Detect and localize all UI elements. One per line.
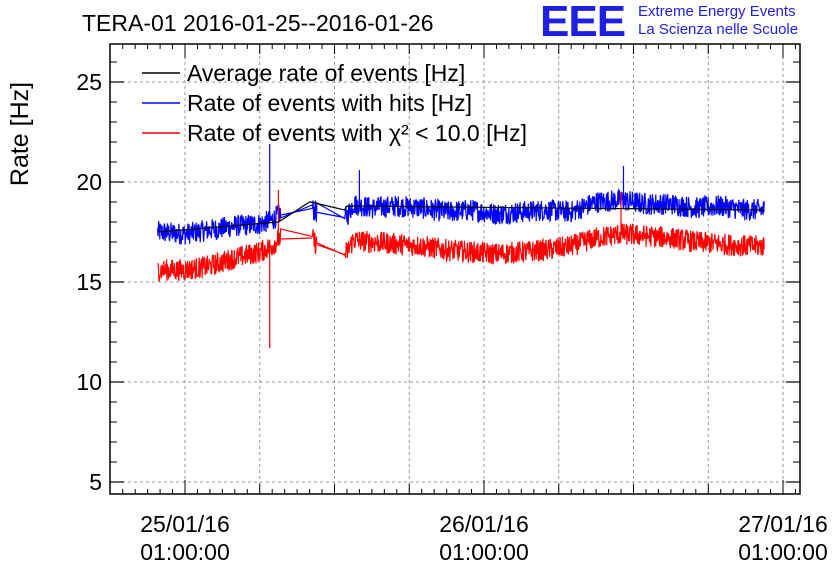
x-tick-label-date: 26/01/16 (439, 511, 529, 537)
legend-label: Rate of events with hits [Hz] (187, 90, 472, 116)
series-line (157, 144, 765, 245)
y-tick-label: 15 (76, 269, 102, 295)
legend: Average rate of events [Hz] Rate of event… (142, 60, 527, 146)
y-tick-label: 20 (76, 169, 102, 195)
tick-layer: 51015202525/01/1601:00:0026/01/1601:00:0… (76, 44, 828, 565)
eee-logo: EEE (540, 0, 626, 46)
y-tick-label: 25 (76, 69, 102, 95)
legend-label: Average rate of events [Hz] (187, 60, 465, 86)
x-tick-label-time: 01:00:00 (738, 539, 828, 565)
x-tick-label-date: 25/01/16 (140, 511, 230, 537)
chart-title: TERA-01 2016-01-25--2016-01-26 (82, 10, 434, 36)
x-tick-label-date: 27/01/16 (738, 511, 828, 537)
grid-layer (110, 44, 800, 494)
legend-label: Rate of events with χ² < 10.0 [Hz] (187, 120, 527, 146)
logo-line-1: Extreme Energy Events (638, 3, 796, 20)
y-tick-label: 10 (76, 369, 102, 395)
x-tick-label-time: 01:00:00 (140, 539, 230, 565)
y-tick-label: 5 (89, 469, 102, 495)
x-tick-label-time: 01:00:00 (439, 539, 529, 565)
logo-line-2: La Scienza nelle Scuole (638, 21, 799, 38)
series-layer (157, 144, 765, 348)
series-line (157, 201, 765, 233)
y-axis-label: Rate [Hz] (6, 82, 34, 186)
series-line (157, 190, 765, 348)
logo-caption: Extreme Energy Events La Scienza nelle S… (638, 3, 798, 39)
plot-frame (109, 43, 801, 495)
